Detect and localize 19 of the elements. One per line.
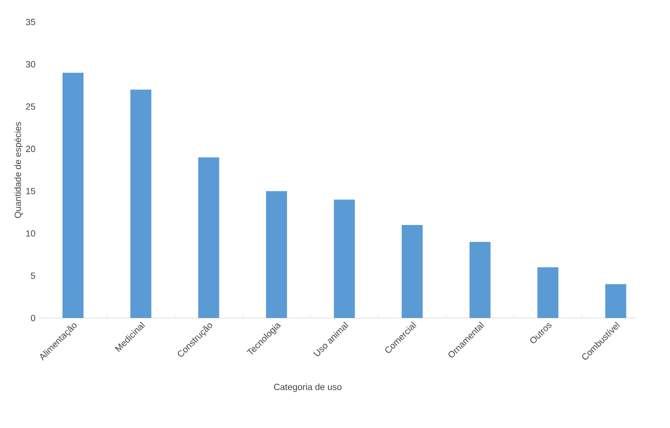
- y-tick-label: 0: [30, 314, 36, 322]
- bar: [62, 72, 84, 318]
- y-tick-label: 35: [26, 18, 36, 26]
- bar: [605, 284, 626, 318]
- y-axis-title: Quantidade de espécies: [14, 122, 23, 218]
- y-tick-label: 30: [26, 61, 36, 68]
- y-tick-label: 25: [26, 103, 36, 110]
- y-tick-label: 20: [26, 146, 36, 152]
- bar: [198, 157, 220, 318]
- y-tick-label: 10: [26, 230, 36, 237]
- y-tick-label: 5: [30, 272, 36, 279]
- bar: [470, 242, 491, 318]
- x-axis-title: Categoria de uso: [274, 384, 342, 392]
- y-tick-label: 15: [26, 188, 36, 194]
- bar: [402, 224, 423, 318]
- bar: [130, 90, 152, 318]
- bar: [266, 191, 288, 318]
- bar: [334, 200, 355, 318]
- bar: [537, 267, 558, 318]
